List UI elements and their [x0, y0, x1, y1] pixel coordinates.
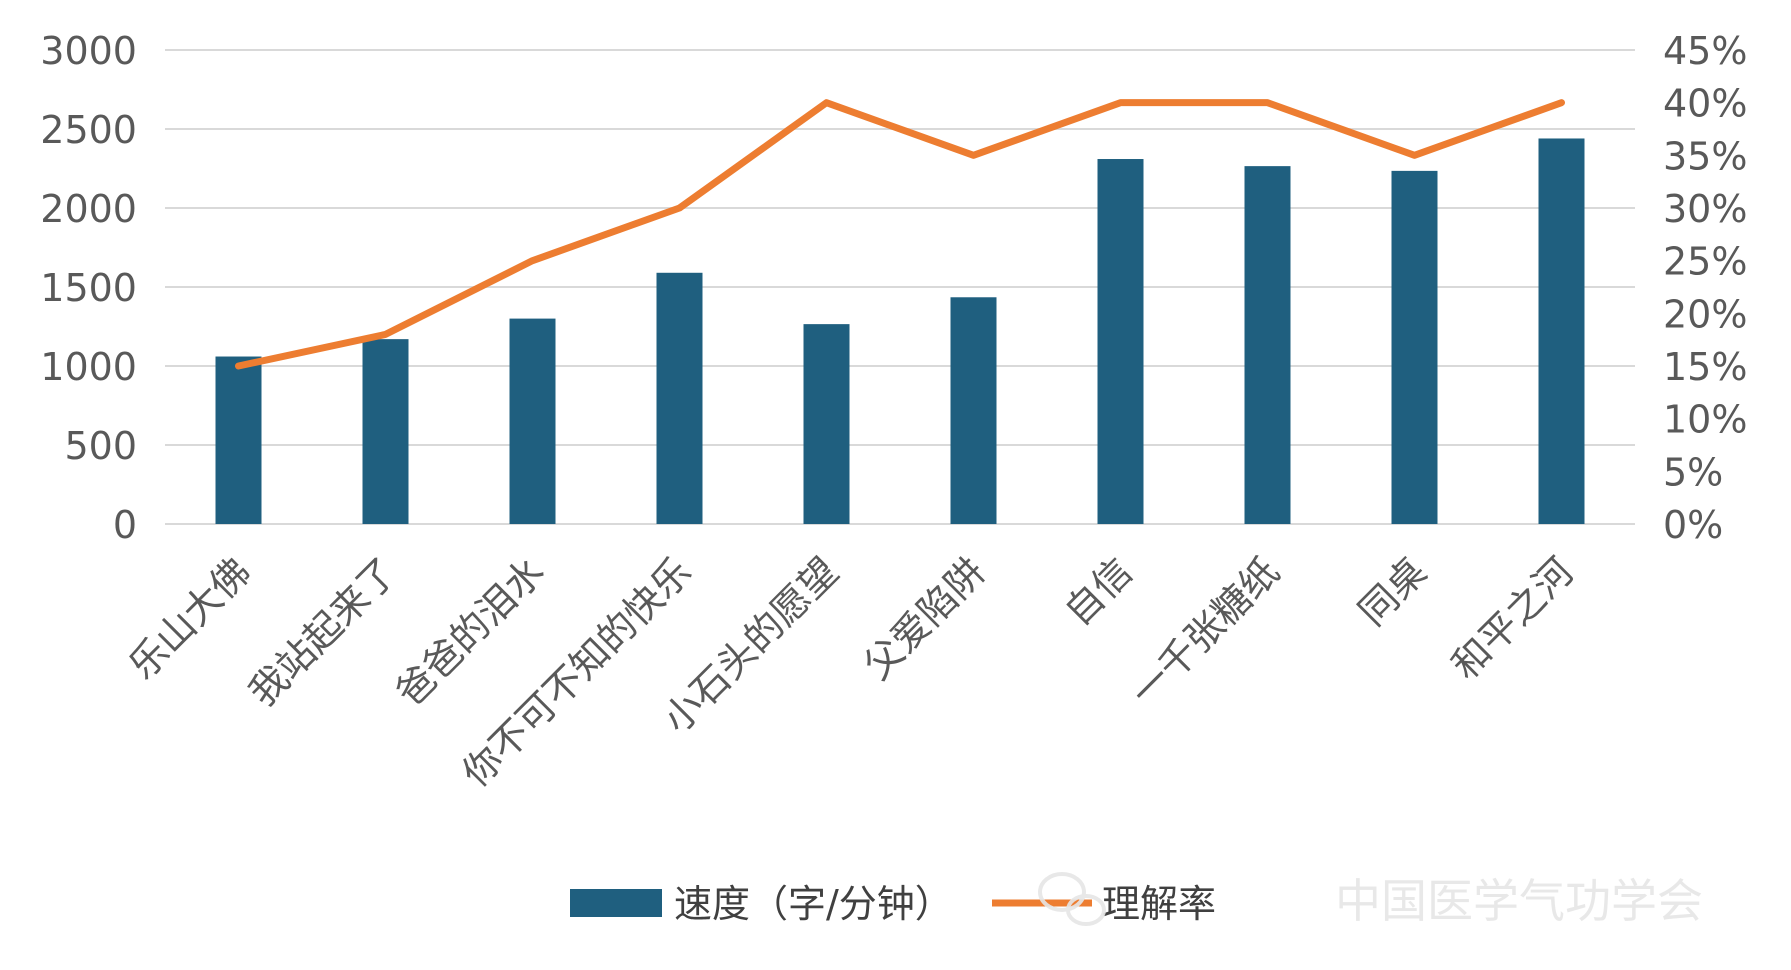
bar	[362, 339, 409, 524]
right-tick-label: 20%	[1663, 292, 1747, 336]
line-point	[1558, 99, 1565, 106]
category-labels: 乐山大佛我站起来了爸爸的泪水你不可不知的快乐小石头的愿望 父爱陷阱 自信一千张糖纸同…	[120, 549, 1582, 795]
legend-line-label: 理解率	[1102, 882, 1216, 926]
right-tick-label: 15%	[1663, 345, 1747, 389]
right-tick-label: 40%	[1663, 82, 1747, 126]
category-label: 一千张糖纸	[1122, 549, 1287, 714]
bar	[1244, 166, 1291, 524]
line-point	[823, 99, 830, 106]
left-tick-label: 0	[113, 503, 137, 547]
line-point	[970, 152, 977, 159]
legend-bar-swatch	[570, 889, 662, 917]
left-tick-label: 3000	[40, 29, 137, 73]
left-tick-label: 1000	[40, 345, 137, 389]
bar-series	[215, 138, 1585, 525]
right-tick-label: 0%	[1663, 503, 1723, 547]
bar	[950, 297, 997, 524]
line-point	[235, 363, 242, 369]
category-label: 和平之河	[1443, 549, 1582, 688]
line-point	[676, 205, 683, 211]
line-path	[235, 99, 1565, 370]
right-tick-label: 30%	[1663, 187, 1747, 231]
line-series	[235, 99, 1565, 370]
line-point	[529, 257, 536, 264]
bar	[1391, 170, 1438, 524]
bar	[509, 318, 556, 524]
left-tick-label: 2500	[40, 108, 137, 152]
left-tick-label: 2000	[40, 187, 137, 231]
bar	[1097, 159, 1144, 524]
bar	[1538, 138, 1585, 525]
line-point	[1411, 152, 1418, 159]
category-label: 我站起来了	[240, 549, 405, 714]
category-label: 同桌	[1350, 549, 1435, 634]
right-tick-label: 10%	[1663, 398, 1747, 442]
legend: 速度（字/分钟） 理解率	[570, 882, 1216, 926]
category-label: 乐山大佛	[120, 549, 259, 688]
right-tick-label: 45%	[1663, 29, 1747, 73]
right-tick-label: 5%	[1663, 450, 1723, 494]
right-axis: 0% 5% 10% 15% 20% 25% 30% 35% 40% 45%	[1663, 29, 1747, 547]
left-axis: 0 500 1000 1500 2000 2500 3000	[40, 29, 137, 547]
bar	[656, 272, 703, 524]
wechat-icon	[1038, 872, 1106, 926]
right-tick-label: 35%	[1663, 134, 1747, 178]
line-point	[1117, 99, 1124, 106]
bar	[215, 356, 262, 524]
left-tick-label: 500	[64, 424, 137, 468]
line-point	[382, 331, 389, 338]
bar	[803, 324, 850, 524]
right-tick-label: 25%	[1663, 240, 1747, 284]
legend-bar-label: 速度（字/分钟）	[674, 882, 953, 926]
left-tick-label: 1500	[40, 266, 137, 310]
watermark: 中国医学气功学会	[1038, 872, 1703, 928]
line-point	[1264, 99, 1271, 106]
watermark-text: 中国医学气功学会	[1335, 874, 1703, 928]
category-label: 父爱陷阱	[855, 549, 994, 688]
category-label: 自信	[1056, 549, 1141, 634]
